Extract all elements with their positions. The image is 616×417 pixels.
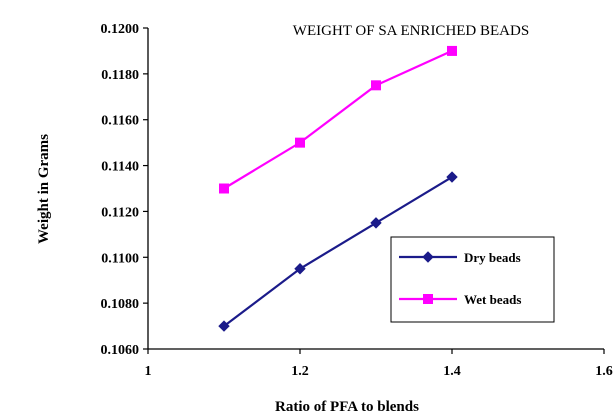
y-axis-title: Weight in Grams bbox=[36, 134, 52, 244]
legend-marker bbox=[422, 251, 434, 263]
data-point-dry-beads bbox=[446, 171, 458, 183]
data-point-dry-beads bbox=[294, 263, 306, 275]
data-point-dry-beads bbox=[370, 217, 382, 229]
legend-marker bbox=[423, 294, 433, 304]
legend-box bbox=[390, 236, 555, 323]
data-point-wet-beads bbox=[295, 137, 305, 148]
x-tick-label: 1.6 bbox=[595, 364, 613, 379]
chart-title: WEIGHT OF SA ENRICHED BEADS bbox=[293, 23, 529, 39]
series-dry-beads bbox=[218, 171, 458, 332]
series-layer bbox=[218, 45, 458, 332]
y-tick-label: 0.1060 bbox=[101, 343, 140, 358]
data-point-wet-beads bbox=[447, 45, 457, 56]
x-tick-label: 1.2 bbox=[291, 364, 309, 379]
data-point-wet-beads bbox=[371, 80, 381, 91]
legend-label: Wet beads bbox=[464, 292, 521, 307]
legend-item-dry-beads: Dry beads bbox=[399, 250, 521, 265]
legend-label: Dry beads bbox=[464, 250, 521, 265]
series-line-wet-beads bbox=[223, 49, 453, 190]
legend-item-wet-beads: Wet beads bbox=[399, 292, 521, 307]
series-wet-beads bbox=[219, 45, 457, 194]
x-axis-title: Ratio of PFA to blends bbox=[275, 399, 419, 415]
y-axis: 0.1060 0.1080 0.1100 0.1120 0.1140 0.1160 0.11… bbox=[101, 22, 149, 358]
y-tick-label: 0.1100 bbox=[101, 251, 139, 266]
series-line-dry-beads bbox=[223, 176, 453, 327]
y-tick-label: 0.1180 bbox=[101, 68, 139, 83]
y-tick-label: 0.1140 bbox=[101, 160, 139, 175]
data-point-wet-beads bbox=[219, 183, 229, 194]
data-point-dry-beads bbox=[218, 320, 230, 332]
x-tick-label: 1 bbox=[145, 364, 152, 379]
legend: Dry beads Wet beads bbox=[390, 236, 555, 323]
y-tick-label: 0.1200 bbox=[101, 22, 140, 37]
x-tick-label: 1.4 bbox=[443, 364, 461, 379]
y-tick-label: 0.1080 bbox=[101, 297, 140, 312]
x-axis: 1 1.2 1.4 1.6 bbox=[145, 348, 613, 379]
y-tick-label: 0.1120 bbox=[101, 205, 139, 220]
y-tick-label: 0.1160 bbox=[101, 114, 139, 129]
